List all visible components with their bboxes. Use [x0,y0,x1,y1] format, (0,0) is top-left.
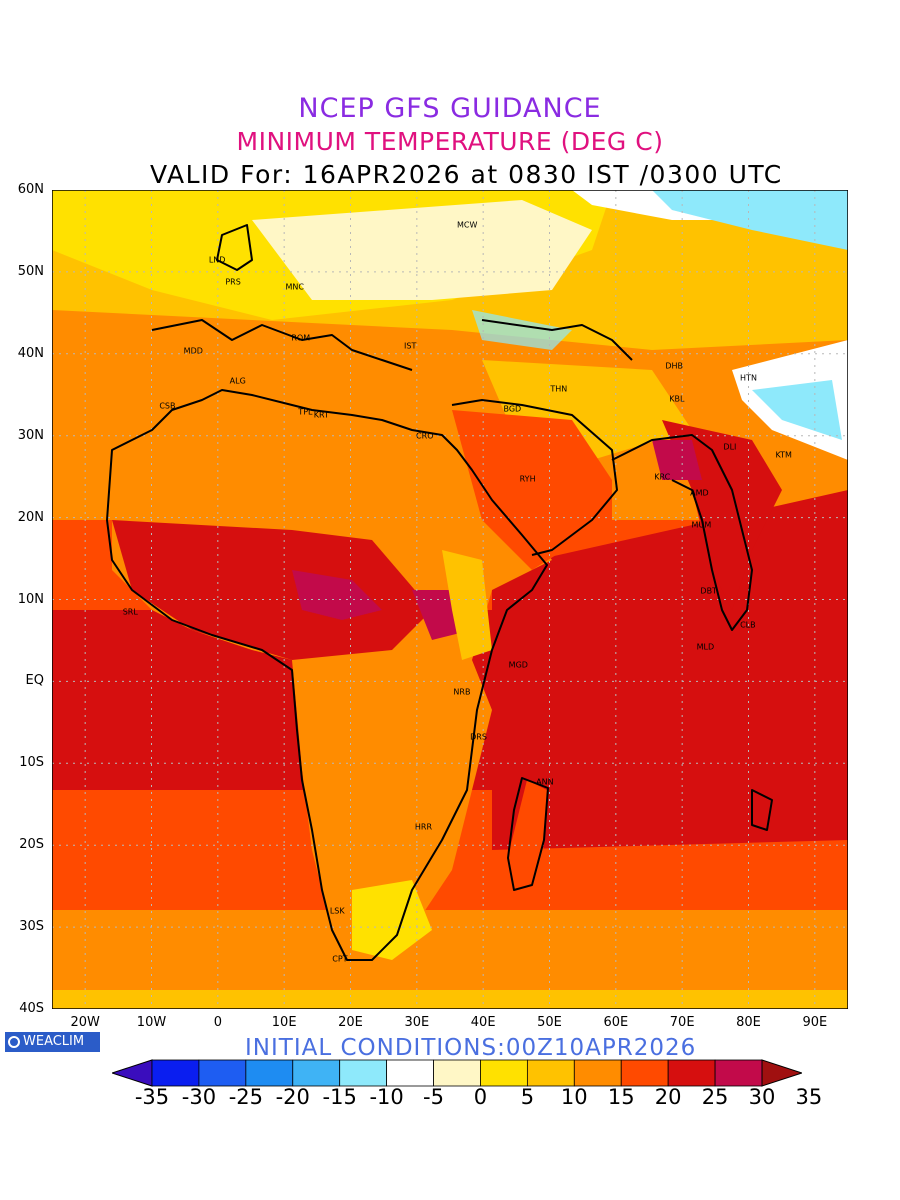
city-label: MCW [457,220,478,230]
city-label: DLI [723,442,737,452]
city-label: KRT [313,410,329,420]
city-label: THN [550,384,568,394]
city-label: PRS [225,277,241,287]
lon-label: 10W [136,1015,167,1030]
lon-label: 20W [70,1015,100,1030]
lon-label: 60E [603,1015,629,1030]
city-label: MGD [508,660,528,670]
city-label: CPT [332,954,348,964]
city-label: IST [404,341,417,351]
city-label: HRR [414,822,433,832]
logo-icon [8,1036,20,1048]
lat-label: 40N [17,345,44,361]
colorbar-segment [714,1059,763,1087]
lon-label: 0 [213,1015,222,1030]
city-label: SRL [122,607,138,617]
colorbar-label: 35 [795,1085,823,1109]
city-label: BGD [503,404,522,414]
city-label: TPL [298,407,313,417]
city-label: ALG [229,376,246,386]
city-label: DBT [700,586,717,596]
colorbar-label: 30 [748,1085,776,1109]
lat-label: 40S [19,1001,44,1016]
city-label: AMD [690,488,709,498]
city-label: LSK [329,906,345,916]
colorbar-label: 15 [607,1085,635,1109]
lon-label: 40E [470,1015,496,1030]
lat-label: 20N [17,509,44,525]
city-label: DRS [470,732,487,742]
city-label: NRB [453,687,471,697]
city-label: MLD [696,642,715,652]
lon-label: 80E [736,1015,761,1030]
weaclim-badge[interactable]: WEACLIM [5,1032,100,1052]
lat-label: 60N [17,182,44,197]
colorbar [112,1059,802,1087]
colorbar-label: -35 [134,1085,170,1109]
colorbar-segment [667,1059,716,1087]
initial-conditions: INITIAL CONDITIONS:00Z10APR2026 [245,1035,697,1061]
badge-label: WEACLIM [23,1034,85,1049]
lat-label: 20S [19,837,44,853]
lon-label: 50E [537,1015,562,1030]
lon-label: 10E [271,1015,297,1030]
colorbar-min-arrow [112,1059,153,1087]
city-label: LND [208,255,226,265]
colorbar-segment [339,1059,388,1087]
colorbar-segment [245,1059,294,1087]
colorbar-label: -20 [275,1085,310,1109]
lat-label: EQ [25,673,44,689]
lon-label: 20E [338,1015,363,1030]
colorbar-segment [526,1059,575,1087]
colorbar-segment [573,1059,622,1087]
colorbar-label: 10 [560,1085,588,1109]
temperature-map [52,190,848,1009]
city-label: MDD [183,346,203,356]
city-label: MUM [691,520,712,530]
lat-label: 10N [17,591,44,607]
colorbar-segment [151,1059,200,1087]
colorbar-label: -5 [423,1085,445,1109]
city-label: DHB [665,361,684,371]
map-subtitle: MINIMUM TEMPERATURE (DEG C) [236,127,664,156]
city-label: CLB [740,620,756,630]
colorbar-label: 25 [701,1085,729,1109]
colorbar-segment [386,1059,434,1087]
city-label: CSB [159,401,176,411]
valid-time: VALID For: 16APR2026 at 0830 IST /0300 U… [150,160,783,189]
city-label: ROM [291,333,311,343]
colorbar-label: -30 [181,1085,217,1109]
colorbar-segment [292,1059,341,1087]
colorbar-label: 20 [654,1085,682,1109]
lon-label: 70E [669,1015,695,1030]
colorbar-segment [198,1059,247,1087]
lat-label: 50N [17,263,44,279]
colorbar-max-arrow [761,1059,802,1087]
city-label: KTM [775,450,792,460]
colorbar-segment [433,1059,481,1087]
city-label: CRO [416,431,434,441]
colorbar-label: 5 [520,1085,535,1109]
city-label: MNC [285,282,305,292]
colorbar-label: -25 [228,1085,263,1109]
colorbar-segment [480,1059,528,1087]
city-label: RYH [519,474,536,484]
colorbar-label: -10 [369,1085,404,1109]
lat-label: 10S [19,755,44,771]
city-label: HTN [740,373,757,383]
lat-label: 30N [17,427,44,443]
colorbar-label: 0 [473,1085,488,1109]
city-label: KRC [654,472,671,482]
lat-label: 30S [19,919,44,935]
map-title: NCEP GFS GUIDANCE [298,93,602,124]
city-label: KBL [669,394,685,404]
lon-label: 90E [802,1015,828,1030]
lon-label: 30E [404,1015,430,1030]
colorbar-segment [620,1059,669,1087]
city-label: ANN [536,777,554,787]
colorbar-label: -15 [322,1085,357,1109]
